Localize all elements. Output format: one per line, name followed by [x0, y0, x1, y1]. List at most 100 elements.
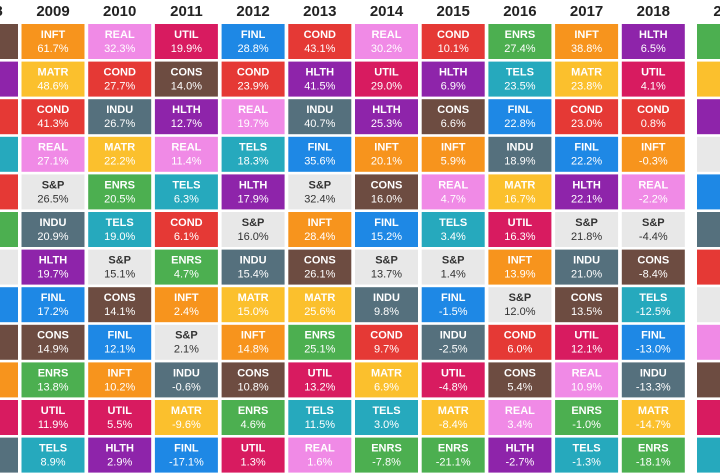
sector-cell: [488, 287, 552, 323]
sector-return: -2.2%: [639, 193, 668, 205]
sector-cell: [288, 136, 352, 172]
sector-name: TELS: [172, 179, 200, 191]
sector-return: 28.4%: [304, 231, 335, 243]
sector-name: REAL: [572, 367, 602, 379]
sector-return: -4.8%: [439, 381, 468, 393]
sector-name: UTIL: [374, 67, 399, 79]
sector-cell: [154, 136, 218, 172]
sector-cell: [488, 212, 552, 247]
sector-return: 13.7%: [371, 269, 402, 281]
sector-return: 1.3%: [241, 457, 266, 469]
edge-cell: [0, 400, 18, 435]
sector-return: 19.9%: [171, 43, 202, 55]
sector-return: 4.7%: [174, 269, 199, 281]
sector-name: HLTH: [506, 443, 535, 455]
sector-name: REAL: [372, 29, 402, 41]
sector-return: 23.5%: [504, 81, 535, 93]
sector-name: INDU: [306, 104, 333, 116]
sector-cell: [355, 136, 418, 172]
year-header: 2015: [437, 3, 470, 20]
sector-cell: [154, 437, 218, 473]
sector-return: -8.4%: [439, 419, 468, 431]
sector-name: FINL: [574, 142, 599, 154]
sector-cell: [355, 249, 418, 285]
sector-cell: [288, 362, 352, 398]
year-header: 2011: [170, 3, 203, 20]
sector-cell: [421, 287, 485, 323]
sector-name: COND: [370, 330, 402, 342]
sector-name: REAL: [171, 142, 201, 154]
sector-return: 27.7%: [104, 81, 135, 93]
year-header: 2016: [503, 3, 536, 20]
sector-cell: [421, 174, 485, 210]
sector-name: INFT: [508, 255, 533, 267]
sector-cell: [421, 362, 485, 398]
sector-cell: [355, 362, 418, 398]
sector-cell: [221, 136, 285, 172]
sector-cell: [488, 249, 552, 285]
sector-return: 6.0%: [507, 344, 532, 356]
year-header: 2008: [0, 3, 3, 20]
sector-name: INFT: [41, 29, 66, 41]
sector-cell: [221, 99, 285, 135]
sector-return: 16.0%: [371, 193, 402, 205]
sector-name: TELS: [39, 443, 67, 455]
sector-name: COND: [37, 104, 69, 116]
sector-return: -13.0%: [636, 344, 671, 356]
sector-name: UTIL: [574, 330, 599, 342]
sector-cell: [88, 324, 152, 360]
sector-return: 16.3%: [504, 231, 535, 243]
sector-cell: [355, 174, 418, 210]
sector-return: 27.4%: [504, 43, 535, 55]
sector-return: 9.7%: [374, 344, 399, 356]
sector-return: 38.8%: [571, 43, 602, 55]
sector-name: UTIL: [508, 217, 533, 229]
sector-name: TELS: [372, 405, 400, 417]
sector-cell: [355, 324, 418, 360]
sector-cell: [555, 99, 619, 135]
sector-name: HLTH: [372, 104, 401, 116]
sector-cell: [555, 324, 619, 360]
sector-cell: [621, 324, 685, 360]
sector-name: MATR: [304, 292, 335, 304]
sector-cell: [488, 324, 552, 360]
sector-name: UTIL: [241, 443, 266, 455]
sector-name: HLTH: [572, 179, 601, 191]
sector-cell: [488, 400, 552, 435]
sector-name: S&P: [575, 217, 598, 229]
sector-cell: [154, 212, 218, 247]
year-header: 2014: [370, 3, 404, 20]
sector-cell: [355, 24, 418, 59]
sector-name: REAL: [105, 29, 135, 41]
sector-return: 10.8%: [237, 381, 268, 393]
sector-name: MATR: [571, 67, 602, 79]
sector-return: 4.1%: [641, 81, 666, 93]
sector-cell: [221, 61, 285, 97]
sector-cell: [288, 287, 352, 323]
sector-return: 48.6%: [37, 81, 68, 93]
sector-cell: [21, 99, 85, 135]
sector-name: COND: [304, 29, 336, 41]
sector-name: MATR: [504, 179, 535, 191]
sector-return: 6.9%: [374, 381, 399, 393]
sector-name: TELS: [439, 217, 467, 229]
sector-return: 61.7%: [37, 43, 68, 55]
sector-return: 26.5%: [37, 193, 68, 205]
sector-cell: [621, 362, 685, 398]
sector-name: HLTH: [239, 179, 268, 191]
sector-cell: [21, 437, 85, 473]
left-edge-column: [0, 24, 18, 473]
edge-cell: [0, 212, 18, 247]
sector-return: 23.8%: [571, 81, 602, 93]
sector-return: 14.1%: [104, 306, 135, 318]
sector-name: S&P: [175, 330, 198, 342]
sector-name: FINL: [107, 330, 132, 342]
sector-cell: [221, 249, 285, 285]
sector-return: 14.9%: [37, 344, 68, 356]
sector-name: REAL: [638, 179, 668, 191]
sector-cell: [221, 362, 285, 398]
year-header: 2012: [236, 3, 269, 20]
sector-return: 6.5%: [641, 43, 666, 55]
year-header: 2009: [36, 3, 69, 20]
sector-name: REAL: [38, 142, 68, 154]
